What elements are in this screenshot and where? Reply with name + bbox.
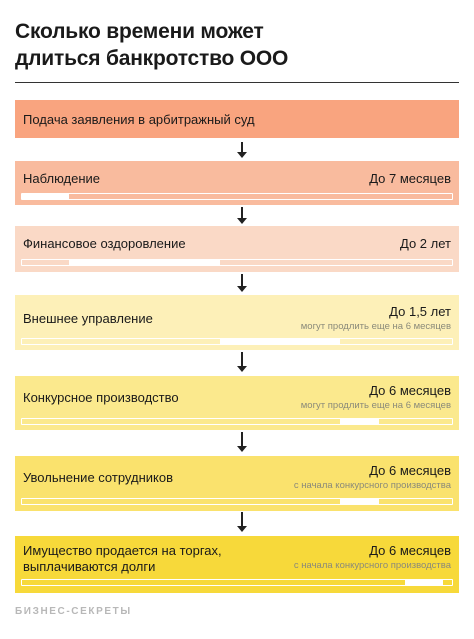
- stage-note: с начала конкурсного производства: [293, 560, 451, 571]
- stage-duration: До 7 месяцев: [369, 171, 451, 186]
- stage-staff-dismissal: Увольнение сотрудников До 6 месяцев с на…: [15, 456, 459, 511]
- stage-observation: Наблюдение До 7 месяцев: [15, 161, 459, 205]
- arrow-down-icon: [237, 432, 247, 452]
- stage-asset-auction: Имущество продается на торгах, выплачива…: [15, 536, 459, 593]
- arrow-down-icon: [237, 207, 247, 224]
- stage-duration: До 2 лет: [400, 236, 451, 251]
- stage-note: с начала конкурсного производства: [293, 480, 451, 491]
- duration-fill: [22, 193, 70, 200]
- duration-fill: [404, 579, 444, 586]
- stage-label: Внешнее управление: [23, 311, 153, 326]
- arrow-down-icon: [237, 142, 247, 158]
- stage-label: Конкурсное производство: [23, 390, 179, 405]
- stage-label: Подача заявления в арбитражный суд: [23, 112, 255, 127]
- stage-label-line-2: выплачиваются долги: [23, 559, 156, 574]
- title-divider: [15, 82, 459, 83]
- arrow-down-icon: [237, 352, 247, 372]
- title-line-2: длиться банкротство ООО: [15, 47, 289, 70]
- stage-note: могут продлить еще на 6 месяцев: [300, 321, 451, 332]
- stage-label: Финансовое оздоровление: [23, 236, 186, 251]
- stage-duration: До 6 месяцев: [369, 383, 451, 398]
- title-line-1: Сколько времени может: [15, 20, 264, 43]
- stage-label: Увольнение сотрудников: [23, 470, 173, 485]
- stage-external-management: Внешнее управление До 1,5 лет могут прод…: [15, 295, 459, 350]
- stage-financial-recovery: Финансовое оздоровление До 2 лет: [15, 226, 459, 272]
- duration-bar: [21, 418, 453, 425]
- duration-fill: [69, 259, 220, 266]
- duration-bar: [21, 338, 453, 345]
- brand-logo: БИЗНЕС-СЕКРЕТЫ: [15, 606, 132, 617]
- stage-filing: Подача заявления в арбитражный суд: [15, 100, 459, 138]
- duration-fill: [340, 498, 379, 505]
- stage-label: Наблюдение: [23, 171, 101, 186]
- duration-fill: [340, 418, 379, 425]
- duration-bar: [21, 498, 453, 505]
- arrow-down-icon: [237, 274, 247, 292]
- stage-duration: До 1,5 лет: [389, 304, 451, 319]
- stage-label-line-1: Имущество продается на торгах,: [23, 543, 222, 558]
- stage-bankruptcy-proceedings: Конкурсное производство До 6 месяцев мог…: [15, 376, 459, 430]
- stage-duration: До 6 месяцев: [369, 543, 451, 558]
- stage-duration: До 6 месяцев: [369, 463, 451, 478]
- duration-bar: [21, 579, 453, 586]
- arrow-down-icon: [237, 512, 247, 532]
- stage-note: могут продлить еще на 6 месяцев: [300, 400, 451, 411]
- page-title: Сколько времени может длиться банкротств…: [15, 18, 455, 72]
- duration-bar: [21, 259, 453, 266]
- duration-fill: [219, 338, 341, 345]
- duration-bar: [21, 193, 453, 200]
